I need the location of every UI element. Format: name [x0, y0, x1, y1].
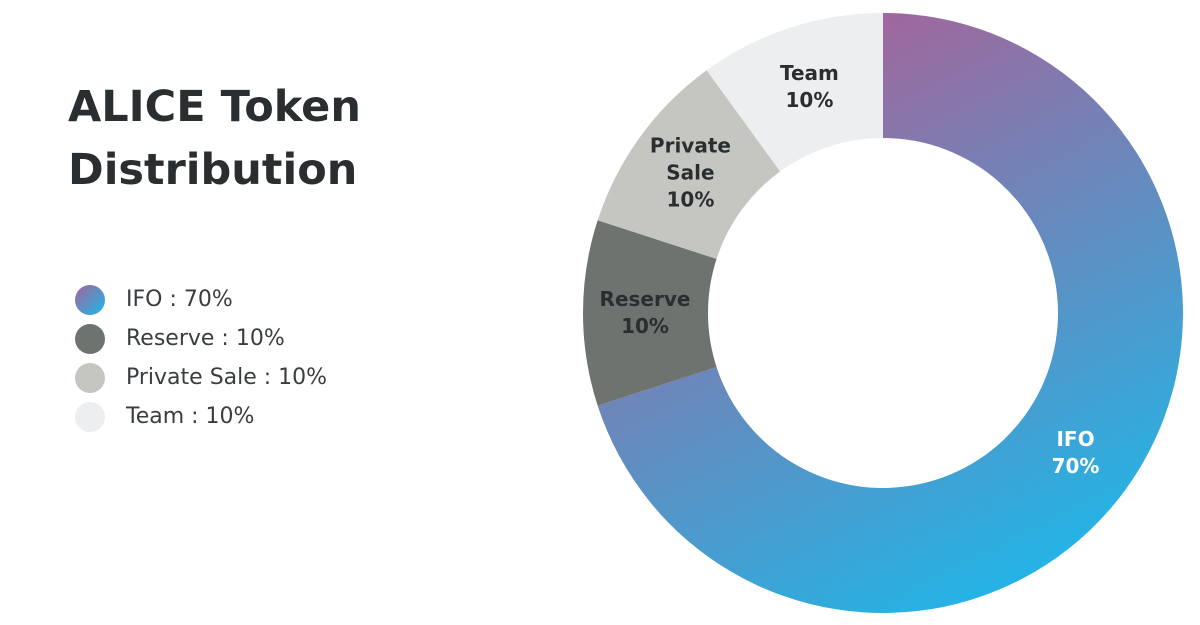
slice-label: Private Sale 10%: [642, 133, 738, 214]
legend-entry: Private Sale : 10%: [74, 358, 327, 397]
legend-dot: [75, 362, 105, 393]
slice-value: 70%: [1051, 453, 1100, 478]
legend-swatch: [75, 362, 105, 393]
legend-entry: Reserve : 10%: [74, 319, 327, 358]
legend-dot: [75, 323, 105, 354]
legend-swatch: [75, 323, 105, 354]
legend-label: Private Sale : 10%: [126, 365, 328, 390]
slice-label: IFO 70%: [1028, 426, 1124, 480]
legend-label: Team : 10%: [126, 404, 255, 429]
slice-name: Team: [780, 60, 839, 85]
legend-swatch: [75, 401, 105, 432]
slice-value: 10%: [621, 314, 669, 338]
legend-label: IFO : 70%: [126, 287, 233, 312]
donut-slice: [597, 13, 1183, 613]
chart-title: ALICE Token Distribution: [68, 82, 361, 195]
legend-entry: IFO : 70%: [74, 280, 327, 319]
slice-label: Reserve 10%: [597, 286, 693, 340]
legend-dot: [75, 401, 105, 432]
slice-label: Team 10%: [761, 60, 857, 114]
slice-value: 10%: [666, 187, 715, 212]
legend-label: Reserve : 10%: [126, 326, 285, 351]
legend-dot: [75, 284, 105, 315]
legend-entry: Team : 10%: [74, 397, 327, 436]
legend-swatch: [75, 284, 105, 315]
slice-name: Private Sale: [649, 133, 731, 185]
slice-value: 10%: [785, 87, 834, 112]
donut-slice: [597, 70, 781, 259]
slice-name: IFO: [1056, 426, 1095, 451]
slice-name: Reserve: [599, 287, 691, 311]
legend: IFO : 70% Reserve : 10% Private Sale : 10%…: [74, 280, 327, 436]
donut-slice: [583, 220, 717, 406]
donut-slice: [706, 13, 883, 172]
